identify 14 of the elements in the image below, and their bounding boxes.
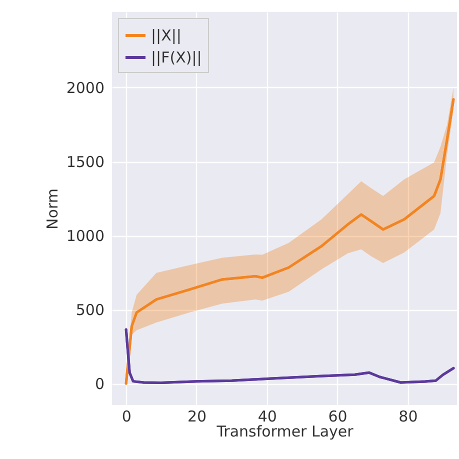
- y-tick-label: 500: [76, 301, 104, 320]
- x-tick-label: 0: [122, 408, 132, 426]
- y-tick-label: 2000: [66, 78, 104, 97]
- x-axis-title: Transformer Layer: [216, 422, 354, 440]
- x-tick-label: 20: [187, 408, 207, 426]
- y-tick-label: 1500: [66, 153, 104, 172]
- x-tick-label: 80: [398, 408, 418, 426]
- legend-label: ||X||: [151, 26, 182, 44]
- y-tick-label: 1000: [66, 227, 104, 246]
- x-tick-label: 40: [258, 408, 277, 426]
- x-tick-label: 60: [328, 408, 348, 426]
- legend-label: ||F(X)||: [151, 48, 202, 66]
- y-axis-title: Norm: [43, 188, 62, 230]
- y-tick-label: 0: [94, 375, 104, 394]
